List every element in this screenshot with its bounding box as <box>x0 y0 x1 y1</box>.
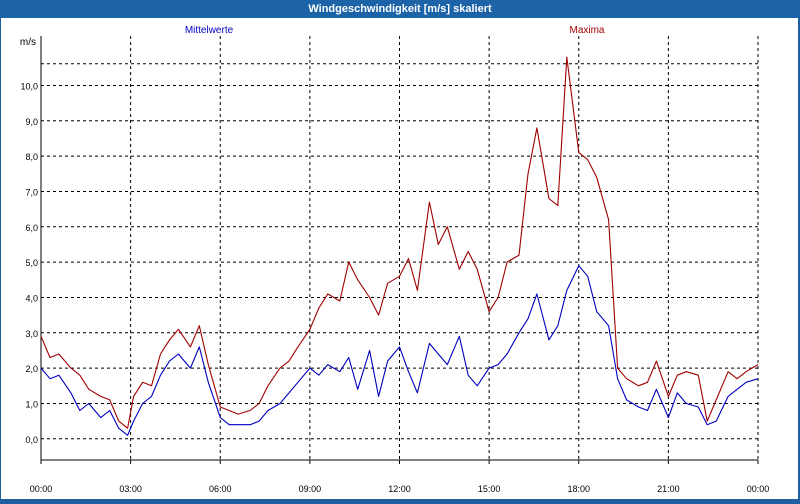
x-tick-time: 09:00 <box>299 484 322 494</box>
axes <box>40 36 759 464</box>
x-axis-tick-labels: 00:0020.05.1803:0020.05.1806:0020.05.180… <box>23 484 775 504</box>
y-tick-label: 2,0 <box>25 364 38 374</box>
x-tick-time: 18:00 <box>567 484 590 494</box>
series-line-maxima <box>40 56 759 429</box>
window-title: Windgeschwindigkeit [m/s] skaliert <box>0 0 800 18</box>
wind-speed-chart: 0,0 1,0 2,0 3,0 4,0 5,0 6,0 7,0 8,0 9,0 10,0 00:00… <box>20 25 776 504</box>
legend-maxima: Maxima <box>569 25 604 36</box>
y-tick-label: 10,0 <box>20 81 38 91</box>
y-tick-label: 0,0 <box>25 435 38 445</box>
y-tick-label: 9,0 <box>25 117 38 127</box>
y-tick-label: 4,0 <box>25 293 38 303</box>
y-tick-label: 6,0 <box>25 223 38 233</box>
y-axis-tick-labels: 0,0 1,0 2,0 3,0 4,0 5,0 6,0 7,0 8,0 9,0 10,0 <box>20 81 38 444</box>
x-tick-time: 15:00 <box>478 484 501 494</box>
chart-panel: 0,0 1,0 2,0 3,0 4,0 5,0 6,0 7,0 8,0 9,0 10,0 00:00… <box>1 18 798 504</box>
y-axis-label: m/s <box>20 37 36 48</box>
x-tick-time: 00:00 <box>30 484 53 494</box>
y-tick-label: 5,0 <box>25 258 38 268</box>
y-tick-label: 1,0 <box>25 399 38 409</box>
x-tick-time: 00:00 <box>747 484 770 494</box>
x-tick-time: 03:00 <box>119 484 142 494</box>
x-tick-time: 12:00 <box>388 484 411 494</box>
grid <box>41 36 758 460</box>
x-tick-time: 21:00 <box>657 484 680 494</box>
y-tick-label: 8,0 <box>25 152 38 162</box>
y-tick-label: 7,0 <box>25 187 38 197</box>
legend-mittelwerte: Mittelwerte <box>185 25 234 36</box>
x-tick-time: 06:00 <box>209 484 232 494</box>
y-tick-label: 3,0 <box>25 329 38 339</box>
series-lines <box>40 56 759 436</box>
series-line-mittelwerte <box>40 265 759 436</box>
